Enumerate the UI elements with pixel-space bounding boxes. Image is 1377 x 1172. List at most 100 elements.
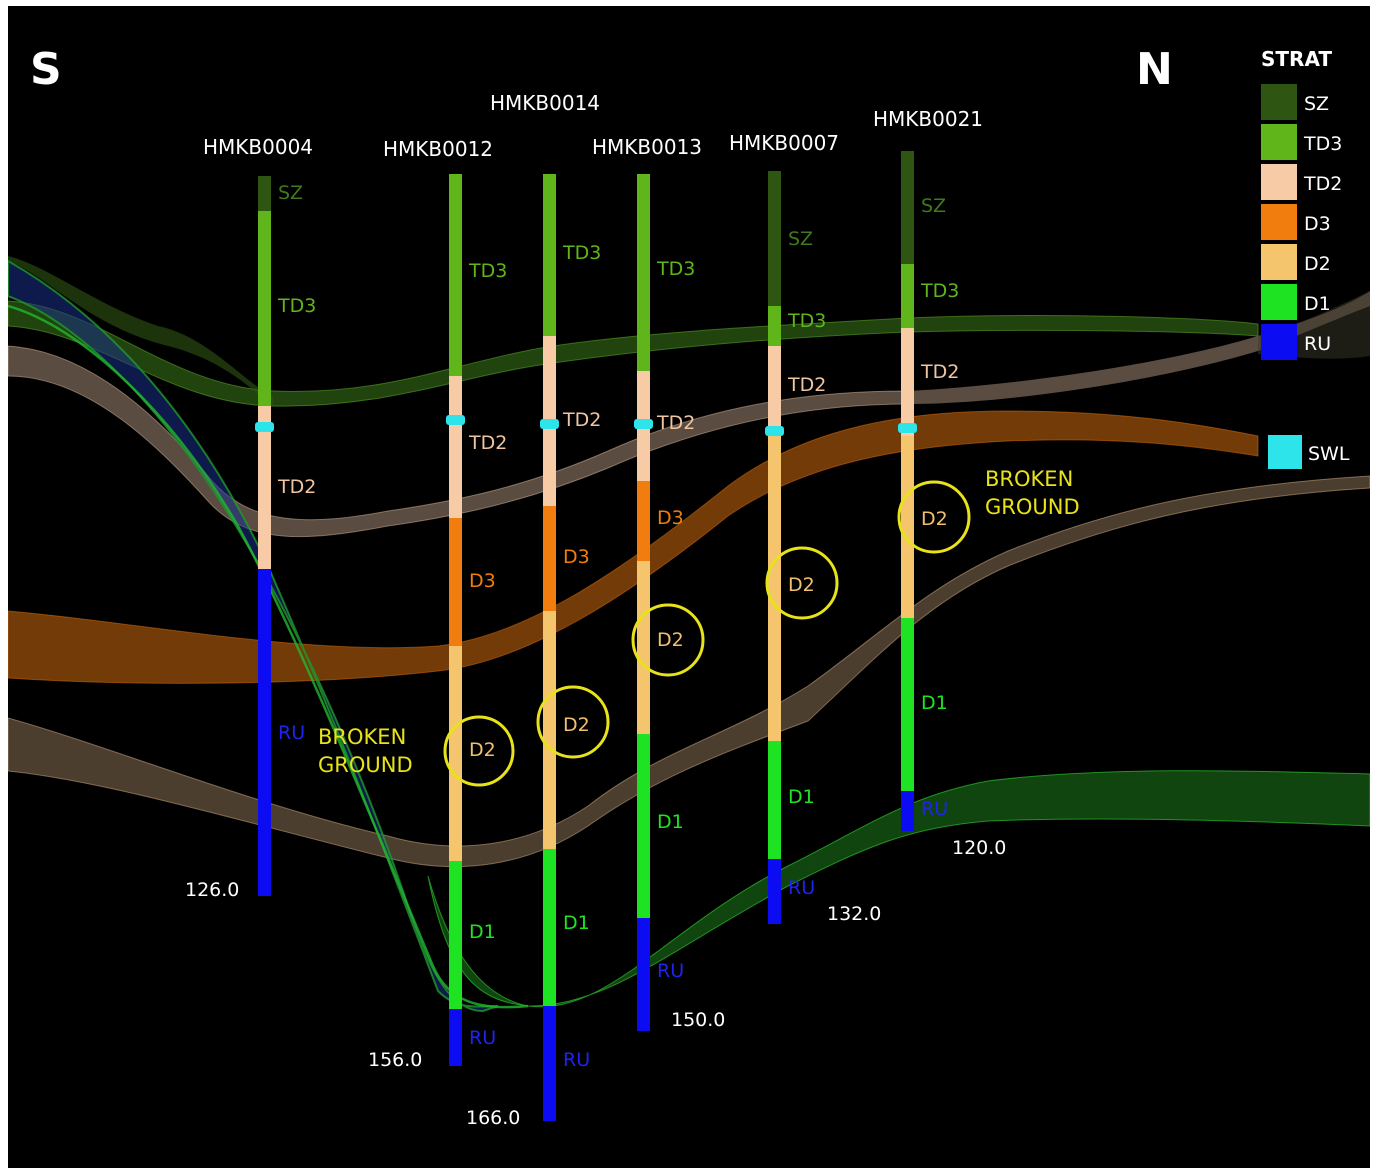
legend-label-d1: D1	[1304, 293, 1331, 315]
borehole-hmkb0014: TD3 TD2 D3 D2 D1 RU HMKB0014 166.0	[466, 91, 601, 1129]
borehole-hmkb0012-unit-ru	[449, 1009, 462, 1066]
borehole-title: HMKB0021	[873, 107, 983, 131]
surface-td3-base	[7, 300, 1259, 407]
legend: STRAT SZ TD3 TD2 D3 D2 D1 RU SWL	[1261, 47, 1350, 469]
borehole-hmkb0013-unit-label-d3: D3	[657, 507, 684, 529]
borehole-hmkb0021-unit-sz	[901, 151, 914, 264]
borehole-title: HMKB0007	[729, 131, 839, 155]
surface-sz-hump	[8, 256, 273, 406]
surface-d1	[427, 770, 1371, 1008]
borehole-hmkb0004: SZ TD3 TD2 RU HMKB0004 126.0	[185, 135, 316, 901]
d2-circle-hmkb0014	[536, 685, 610, 759]
correlation-surfaces	[7, 256, 1371, 1013]
borehole-hmkb0013-unit-label-td3: TD3	[656, 258, 695, 280]
legend-swatch-swl	[1268, 435, 1302, 469]
legend-title: STRAT	[1261, 47, 1332, 71]
borehole-depth-label: 150.0	[671, 1009, 725, 1031]
annotation-broken-ground-left-line1: BROKEN	[318, 725, 406, 749]
borehole-hmkb0004-unit-label-ru: RU	[278, 722, 305, 744]
borehole-hmkb0012-unit-label-d3: D3	[469, 570, 496, 592]
surface-d3	[7, 410, 1259, 684]
borehole-hmkb0021-unit-ru	[901, 791, 914, 831]
borehole-hmkb0007-unit-label-ru: RU	[788, 877, 815, 899]
borehole-hmkb0021: SZ TD3 TD2 D2 D1 RU HMKB0021 120.0	[873, 107, 1006, 859]
borehole-hmkb0012-unit-label-td2: TD2	[468, 432, 507, 454]
d2-circle-hmkb0013	[631, 603, 705, 677]
legend-swatch-d3	[1261, 204, 1297, 240]
legend-label-sz: SZ	[1304, 93, 1329, 115]
legend-swatch-d1	[1261, 284, 1297, 320]
borehole-hmkb0021-swl-marker	[898, 423, 917, 433]
borehole-hmkb0007-unit-d2	[768, 436, 781, 741]
cross-section-diagram: SZ TD3 TD2 RU HMKB0004 126.0 TD3 TD2 D3 D2 D1 RU HMK…	[7, 44, 1371, 1129]
borehole-hmkb0012-unit-label-ru: RU	[469, 1027, 496, 1049]
borehole-hmkb0014-unit-label-d3: D3	[563, 546, 590, 568]
surface-d2	[7, 475, 1371, 868]
borehole-hmkb0012-unit-td2	[449, 376, 462, 518]
borehole-title: HMKB0012	[383, 137, 493, 161]
legend-swatch-d2	[1261, 244, 1297, 280]
borehole-hmkb0012-unit-td3	[449, 174, 462, 376]
borehole-depth-label: 156.0	[368, 1049, 422, 1071]
borehole-hmkb0007-unit-label-td3: TD3	[787, 310, 826, 332]
surface-td2-right	[908, 291, 1370, 404]
borehole-hmkb0021-unit-d1	[901, 618, 914, 791]
borehole-hmkb0014-unit-ru	[543, 1006, 556, 1121]
borehole-hmkb0014-unit-label-d1: D1	[563, 912, 590, 934]
borehole-hmkb0021-unit-d2	[901, 436, 914, 618]
borehole-hmkb0014-swl-marker	[540, 419, 559, 429]
borehole-hmkb0021-unit-td2	[901, 328, 914, 436]
borehole-hmkb0021-unit-label-sz: SZ	[921, 195, 946, 217]
legend-swatch-td2	[1261, 164, 1297, 200]
borehole-hmkb0007-unit-td2	[768, 346, 781, 436]
borehole-hmkb0021-unit-td3	[901, 264, 914, 328]
borehole-hmkb0007-swl-marker	[765, 426, 784, 436]
borehole-hmkb0007-unit-ru	[768, 859, 781, 924]
borehole-hmkb0012: TD3 TD2 D3 D2 D1 RU HMKB0012 156.0	[368, 137, 507, 1071]
borehole-hmkb0007-unit-td3	[768, 306, 781, 346]
borehole-hmkb0007-unit-sz	[768, 171, 781, 306]
borehole-hmkb0007-unit-label-d1: D1	[788, 786, 815, 808]
borehole-hmkb0013-unit-d1	[637, 734, 650, 918]
borehole-hmkb0007-unit-label-td2: TD2	[787, 374, 826, 396]
borehole-title: HMKB0014	[490, 91, 600, 115]
legend-label-td2: TD2	[1303, 173, 1342, 195]
borehole-hmkb0014-unit-label-d2: D2	[563, 714, 590, 736]
borehole-hmkb0007-unit-d1	[768, 741, 781, 859]
borehole-hmkb0014-unit-d3	[543, 506, 556, 611]
legend-label-td3: TD3	[1303, 133, 1342, 155]
d2-circle-hmkb0007	[765, 546, 839, 620]
borehole-hmkb0012-unit-label-td3: TD3	[468, 260, 507, 282]
annotation-broken-ground-right-line2: GROUND	[985, 495, 1080, 519]
borehole-hmkb0004-unit-label-td3: TD3	[277, 295, 316, 317]
legend-label-swl: SWL	[1308, 443, 1350, 465]
borehole-hmkb0004-unit-td3	[258, 211, 271, 406]
borehole-hmkb0013-unit-d2	[637, 561, 650, 734]
borehole-hmkb0021-unit-label-d1: D1	[921, 692, 948, 714]
d2-circle-hmkb0012	[443, 715, 515, 787]
borehole-hmkb0004-unit-td2	[258, 406, 271, 569]
borehole-hmkb0012-unit-label-d1: D1	[469, 921, 496, 943]
borehole-hmkb0013-unit-d3	[637, 481, 650, 561]
borehole-depth-label: 120.0	[952, 837, 1006, 859]
borehole-hmkb0013-unit-label-d1: D1	[657, 811, 684, 833]
borehole-title: HMKB0013	[592, 135, 702, 159]
borehole-hmkb0012-unit-d1	[449, 861, 462, 1009]
borehole-hmkb0012-swl-marker	[446, 415, 465, 425]
borehole-hmkb0014-unit-d2	[543, 611, 556, 849]
borehole-hmkb0014-unit-d1	[543, 849, 556, 1006]
borehole-hmkb0013-unit-td3	[637, 174, 650, 371]
borehole-depth-label: 166.0	[466, 1107, 520, 1129]
borehole-hmkb0007: SZ TD3 TD2 D2 D1 RU HMKB0007 132.0	[729, 131, 881, 925]
borehole-depth-label: 126.0	[185, 879, 239, 901]
borehole-hmkb0014-unit-label-td2: TD2	[562, 409, 601, 431]
borehole-hmkb0014-unit-label-ru: RU	[563, 1049, 590, 1071]
legend-swatch-ru	[1261, 324, 1297, 360]
legend-swatch-td3	[1261, 124, 1297, 160]
d2-highlights	[443, 480, 971, 787]
surface-ru-edge	[7, 304, 529, 1009]
borehole-hmkb0021-unit-label-d2: D2	[921, 508, 948, 530]
annotation-broken-ground-left-line2: GROUND	[318, 753, 413, 777]
borehole-hmkb0014-unit-td3	[543, 174, 556, 336]
borehole-hmkb0012-unit-d2	[449, 646, 462, 861]
